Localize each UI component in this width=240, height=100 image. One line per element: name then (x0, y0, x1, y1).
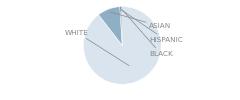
Wedge shape (98, 7, 122, 45)
Text: BLACK: BLACK (122, 10, 173, 57)
Text: ASIAN: ASIAN (110, 12, 171, 29)
Wedge shape (121, 7, 122, 45)
Text: WHITE: WHITE (65, 30, 129, 66)
Wedge shape (120, 7, 122, 45)
Wedge shape (84, 7, 161, 84)
Text: HISPANIC: HISPANIC (121, 10, 183, 43)
